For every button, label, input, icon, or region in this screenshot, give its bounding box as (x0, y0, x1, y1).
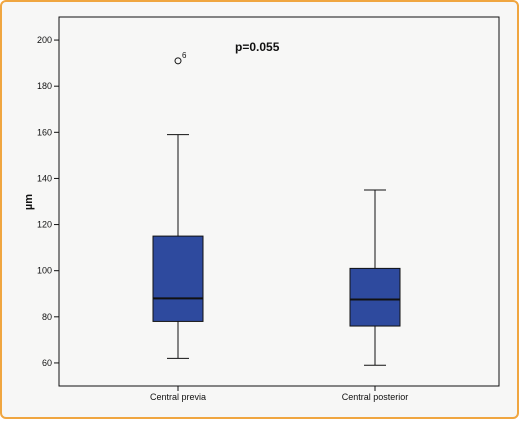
x-category-label: Central previa (150, 392, 206, 402)
x-axis: Central previa Central posterior (150, 386, 408, 402)
box-2 (349, 189, 401, 366)
y-tick-label: 120 (37, 220, 52, 230)
y-tick-label: 100 (37, 266, 52, 276)
plot-area (58, 16, 500, 387)
iqr-box (152, 235, 204, 322)
boxes: 6 (152, 51, 401, 366)
outlier-point (174, 57, 182, 65)
iqr-box (349, 267, 401, 327)
x-category-label: Central posterior (342, 392, 409, 402)
y-tick-label: 140 (37, 173, 52, 183)
outlier-label: 6 (182, 51, 187, 60)
y-axis-label: µm (23, 194, 35, 210)
y-tick-label: 160 (37, 127, 52, 137)
y-tick-label: 180 (37, 81, 52, 91)
p-value-annotation: p=0.055 (235, 40, 280, 54)
y-tick-label: 80 (42, 312, 52, 322)
y-tick-label: 60 (42, 358, 52, 368)
y-axis: 60 80 100 120 140 160 180 200 (37, 35, 59, 368)
box-1: 6 (152, 51, 204, 359)
y-tick-label: 200 (37, 35, 52, 45)
